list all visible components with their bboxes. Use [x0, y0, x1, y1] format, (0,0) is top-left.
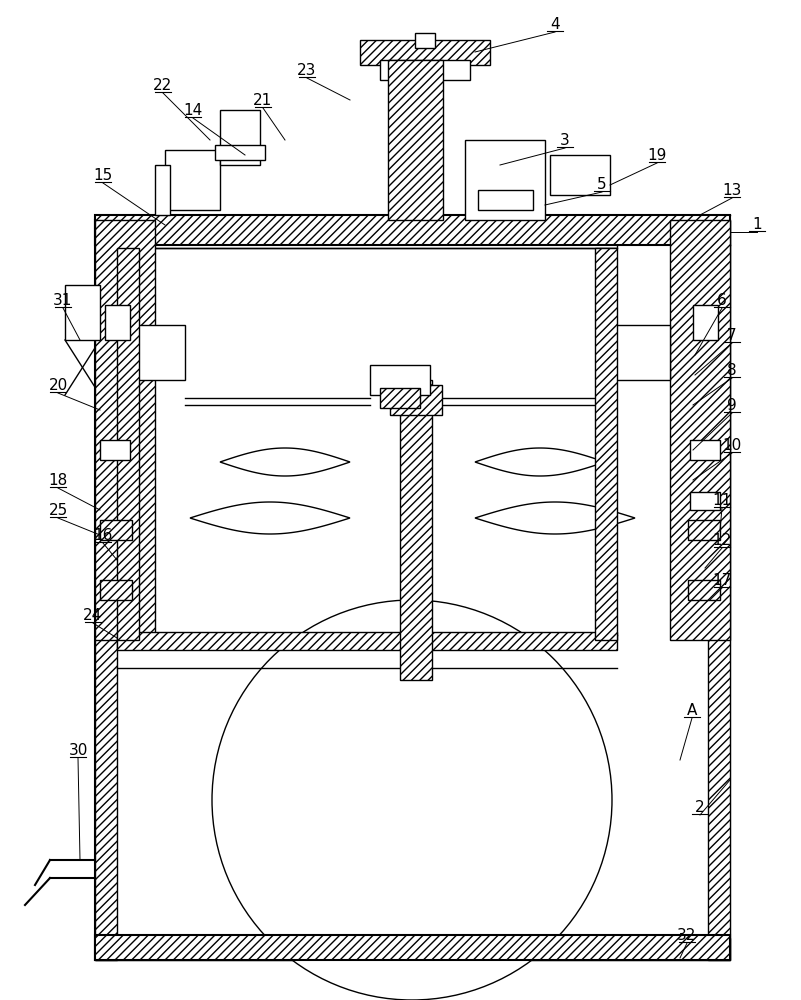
Bar — [65, 285, 100, 340]
Bar — [95, 220, 730, 960]
Bar — [95, 938, 730, 960]
Bar — [105, 305, 130, 340]
Text: 10: 10 — [723, 438, 742, 453]
Bar — [95, 935, 730, 960]
Bar — [550, 155, 610, 195]
Text: 24: 24 — [83, 608, 103, 623]
Text: 21: 21 — [253, 93, 272, 108]
Bar — [155, 165, 170, 215]
Bar — [95, 215, 730, 245]
Text: 16: 16 — [93, 528, 113, 543]
Bar — [615, 325, 670, 380]
Bar — [165, 150, 220, 210]
Bar — [390, 385, 442, 415]
Bar — [690, 492, 720, 510]
Text: 4: 4 — [550, 17, 560, 32]
Bar — [708, 220, 730, 960]
Bar — [130, 325, 185, 380]
Polygon shape — [190, 502, 350, 534]
Text: 3: 3 — [560, 133, 570, 148]
Text: A: A — [686, 703, 697, 718]
Text: 5: 5 — [598, 177, 607, 192]
Bar — [117, 632, 617, 650]
Bar — [400, 380, 432, 680]
Bar — [688, 580, 720, 600]
Polygon shape — [220, 448, 350, 476]
Bar — [100, 580, 132, 600]
Text: 32: 32 — [678, 928, 697, 943]
Bar — [688, 520, 720, 540]
Text: 22: 22 — [153, 78, 173, 93]
Text: 30: 30 — [68, 743, 87, 758]
Bar — [380, 60, 470, 80]
Text: 17: 17 — [712, 573, 731, 588]
Text: 20: 20 — [48, 378, 67, 393]
Bar — [117, 226, 617, 248]
Bar — [215, 145, 265, 160]
Text: 12: 12 — [712, 533, 731, 548]
Bar — [360, 40, 490, 65]
Bar — [670, 220, 730, 640]
Bar — [465, 140, 545, 220]
Bar — [693, 305, 718, 340]
Circle shape — [212, 600, 612, 1000]
Text: 13: 13 — [723, 183, 742, 198]
Bar — [370, 365, 430, 395]
Text: 14: 14 — [183, 103, 203, 118]
Text: 8: 8 — [727, 363, 737, 378]
Bar — [220, 110, 260, 165]
Text: 1: 1 — [752, 217, 762, 232]
Bar — [380, 388, 420, 408]
Bar — [478, 190, 533, 210]
Polygon shape — [475, 502, 635, 534]
Bar — [100, 520, 132, 540]
Text: 23: 23 — [297, 63, 316, 78]
Text: 2: 2 — [695, 800, 705, 815]
Bar — [100, 440, 130, 460]
Text: 18: 18 — [48, 473, 67, 488]
Text: 6: 6 — [717, 293, 727, 308]
Polygon shape — [475, 448, 605, 476]
Bar — [595, 248, 617, 640]
Text: 31: 31 — [54, 293, 73, 308]
Text: 9: 9 — [727, 398, 737, 413]
Text: 7: 7 — [727, 328, 737, 343]
Bar — [95, 220, 117, 960]
Text: 19: 19 — [647, 148, 666, 163]
Text: 15: 15 — [94, 168, 113, 183]
Bar — [95, 220, 155, 640]
Bar — [690, 440, 720, 460]
Text: 25: 25 — [48, 503, 67, 518]
Bar — [415, 33, 435, 48]
Bar — [117, 248, 139, 640]
Bar — [388, 60, 443, 220]
Text: 11: 11 — [712, 493, 731, 508]
